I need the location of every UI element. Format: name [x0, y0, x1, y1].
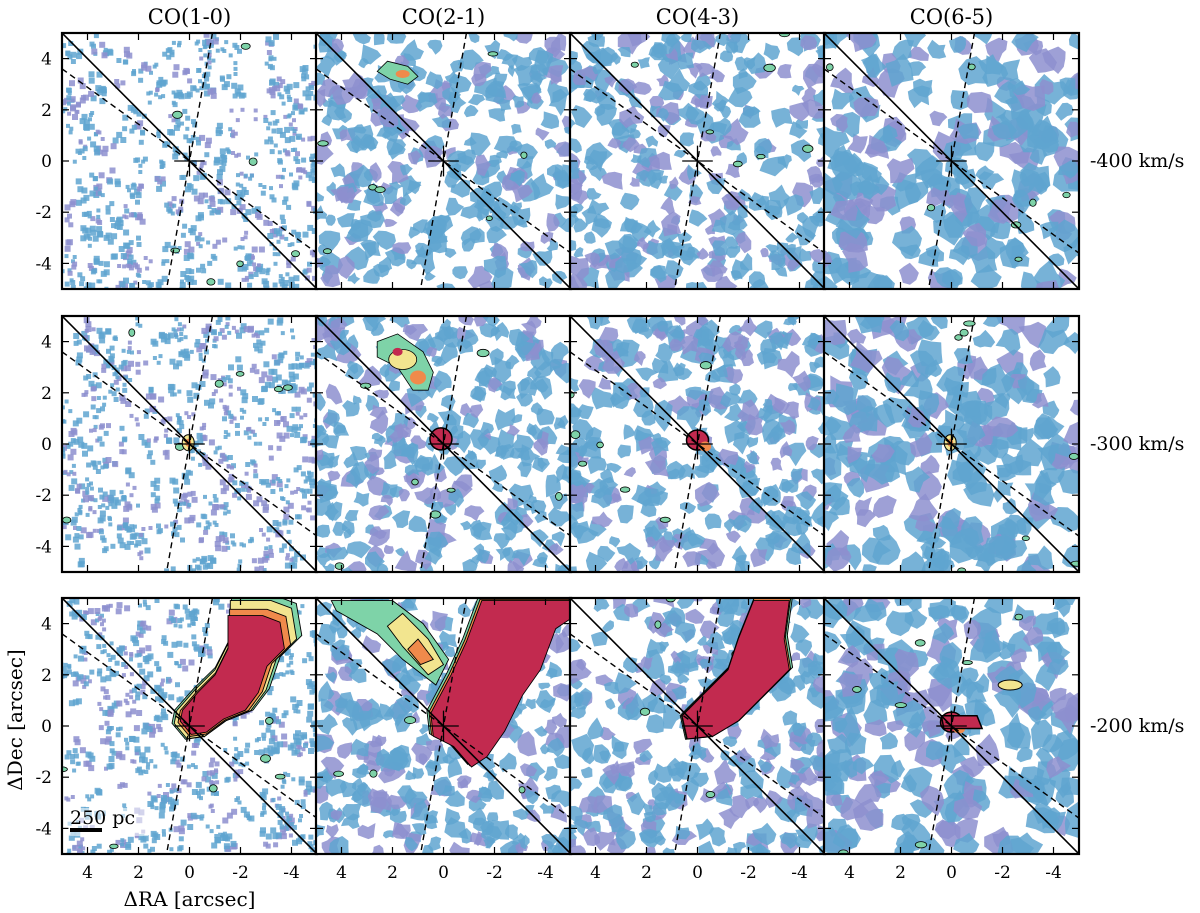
y-tick-label: 0: [41, 435, 52, 455]
panel-content: [824, 598, 1079, 854]
dashed-reference-line: [62, 633, 317, 819]
panel-r0-c3: [822, 31, 1081, 291]
dashed-reference-line: [824, 351, 1079, 537]
y-tick-label: -2: [35, 486, 52, 506]
x-tick-label: 0: [946, 863, 957, 883]
column-title: CO(4-3): [656, 5, 740, 29]
row-velocity-label: -300 km/s: [1090, 433, 1184, 455]
y-tick-label: 4: [41, 333, 52, 353]
column-title: CO(2-1): [402, 5, 486, 29]
x-tick-label: 4: [336, 863, 347, 883]
y-tick-label: 2: [41, 666, 52, 686]
panel-content: [62, 33, 317, 289]
panel-r1-c0: [60, 314, 319, 574]
x-tick-label: -2: [994, 863, 1011, 883]
y-tick-label: 0: [41, 717, 52, 737]
x-tick-label: 4: [590, 863, 601, 883]
panel-content: [316, 598, 571, 854]
y-tick-label: 4: [41, 615, 52, 635]
labels-group: 4 2 0 -2 -4 4 2 0 -2 -4 4 2 0 -2 -4 4 2 0 -2 -4 4 2 0 -2 -4 4 2 0 -2…: [3, 5, 1184, 911]
panel-r1-c2: [568, 314, 827, 574]
dashed-reference-line: [316, 68, 571, 254]
x-tick-label: 0: [184, 863, 195, 883]
x-tick-label: -4: [283, 863, 300, 883]
scale-bar-label: 250 pc: [70, 807, 135, 829]
emission-contour: [430, 600, 571, 768]
x-tick-label: -2: [232, 863, 249, 883]
panel-content: [824, 33, 1079, 289]
y-tick-label: -4: [35, 537, 52, 557]
dashed-reference-line: [824, 68, 1079, 254]
y-tick-label: -4: [35, 254, 52, 274]
panel-content: [824, 316, 1079, 572]
x-tick-label: 2: [641, 863, 652, 883]
panel-content: [316, 33, 571, 289]
dashed-reference-line: [316, 633, 571, 819]
panel-r1-c1: [314, 314, 573, 574]
y-tick-label: 4: [41, 50, 52, 70]
panel-r2-c2: [568, 596, 827, 856]
x-tick-label: 2: [387, 863, 398, 883]
emission-contour: [179, 615, 285, 735]
y-tick-label: 2: [41, 101, 52, 121]
x-tick-label: -2: [740, 863, 757, 883]
row-velocity-label: -400 km/s: [1090, 150, 1184, 172]
x-tick-label: -4: [537, 863, 554, 883]
panel-r2-c3: [822, 596, 1081, 856]
panel-content: [570, 316, 825, 572]
panel-r0-c2: [568, 31, 827, 291]
panel-content: [570, 598, 825, 854]
x-tick-label: -2: [486, 863, 503, 883]
dashed-reference-line: [316, 351, 571, 537]
panel-r1-c3: [822, 314, 1081, 574]
y-tick-label: 2: [41, 384, 52, 404]
x-tick-label: -4: [1045, 863, 1062, 883]
x-axis-label: ΔRA [arcsec]: [124, 887, 256, 911]
x-tick-label: 0: [438, 863, 449, 883]
emission-contour: [407, 638, 435, 666]
x-tick-label: 4: [844, 863, 855, 883]
y-tick-label: -4: [35, 819, 52, 839]
dashed-reference-line: [570, 351, 825, 537]
y-tick-label: -2: [35, 203, 52, 223]
dashed-reference-line: [570, 68, 825, 254]
row-velocity-label: -200 km/s: [1090, 715, 1184, 737]
y-tick-label: -2: [35, 768, 52, 788]
panel-r0-c0: [60, 31, 319, 291]
panel-r2-c1: [314, 596, 573, 856]
x-tick-label: 4: [82, 863, 93, 883]
x-tick-label: 2: [133, 863, 144, 883]
panel-r0-c1: [314, 31, 573, 291]
x-tick-label: -4: [791, 863, 808, 883]
panel-content: [316, 316, 571, 572]
y-axis-label: ΔDec [arcsec]: [3, 649, 27, 790]
panels-group: [60, 31, 1081, 856]
panel-r2-c0: [60, 596, 319, 856]
y-tick-label: 0: [41, 152, 52, 172]
dashed-reference-line: [62, 351, 317, 537]
column-title: CO(6-5): [910, 5, 994, 29]
dashed-reference-line: [62, 68, 317, 254]
x-tick-label: 2: [895, 863, 906, 883]
panel-content: [62, 316, 317, 572]
x-tick-label: 0: [692, 863, 703, 883]
panel-content: [62, 598, 317, 854]
dashed-reference-line: [570, 633, 825, 819]
dashed-reference-line: [824, 633, 1079, 819]
panel-content: [570, 33, 825, 289]
column-title: CO(1-0): [148, 5, 232, 29]
